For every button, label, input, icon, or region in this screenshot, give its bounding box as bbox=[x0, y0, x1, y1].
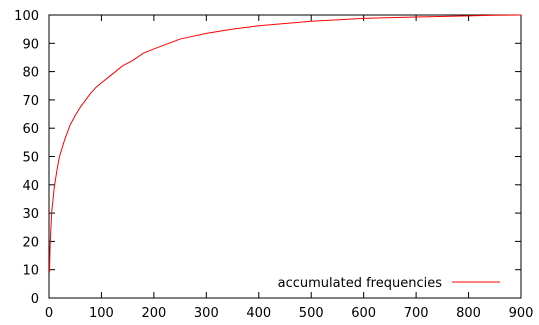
x-tick-label: 200 bbox=[141, 306, 166, 321]
y-tick-label: 100 bbox=[14, 9, 39, 24]
x-tick-label: 400 bbox=[246, 306, 271, 321]
y-tick-label: 30 bbox=[22, 207, 39, 222]
x-tick-label: 900 bbox=[509, 306, 534, 321]
y-axis-ticks: 0 10 20 30 40 50 60 70 80 90 100 bbox=[14, 9, 521, 307]
x-tick-label: 300 bbox=[194, 306, 219, 321]
y-tick-label: 0 bbox=[31, 292, 39, 307]
x-axis-ticks: 0 100 200 300 400 500 600 700 800 900 bbox=[45, 15, 534, 321]
series-layer bbox=[49, 14, 522, 273]
y-tick-label: 20 bbox=[22, 235, 39, 250]
y-tick-label: 70 bbox=[22, 94, 39, 109]
x-tick-label: 800 bbox=[456, 306, 481, 321]
plot-frame bbox=[48, 14, 522, 299]
y-tick-label: 90 bbox=[22, 37, 39, 52]
y-tick-label: 40 bbox=[22, 179, 39, 194]
legend: accumulated frequencies bbox=[278, 276, 500, 291]
y-tick-label: 80 bbox=[22, 66, 39, 81]
x-tick-label: 600 bbox=[351, 306, 376, 321]
series-line-accumulated-frequencies bbox=[49, 14, 522, 273]
x-tick-label: 500 bbox=[299, 306, 324, 321]
y-tick-label: 50 bbox=[22, 151, 39, 166]
x-tick-label: 0 bbox=[45, 306, 53, 321]
legend-label-accumulated-frequencies: accumulated frequencies bbox=[278, 276, 443, 291]
x-tick-label: 100 bbox=[89, 306, 114, 321]
x-tick-label: 700 bbox=[404, 306, 429, 321]
y-tick-label: 10 bbox=[22, 264, 39, 279]
y-tick-label: 60 bbox=[22, 122, 39, 137]
